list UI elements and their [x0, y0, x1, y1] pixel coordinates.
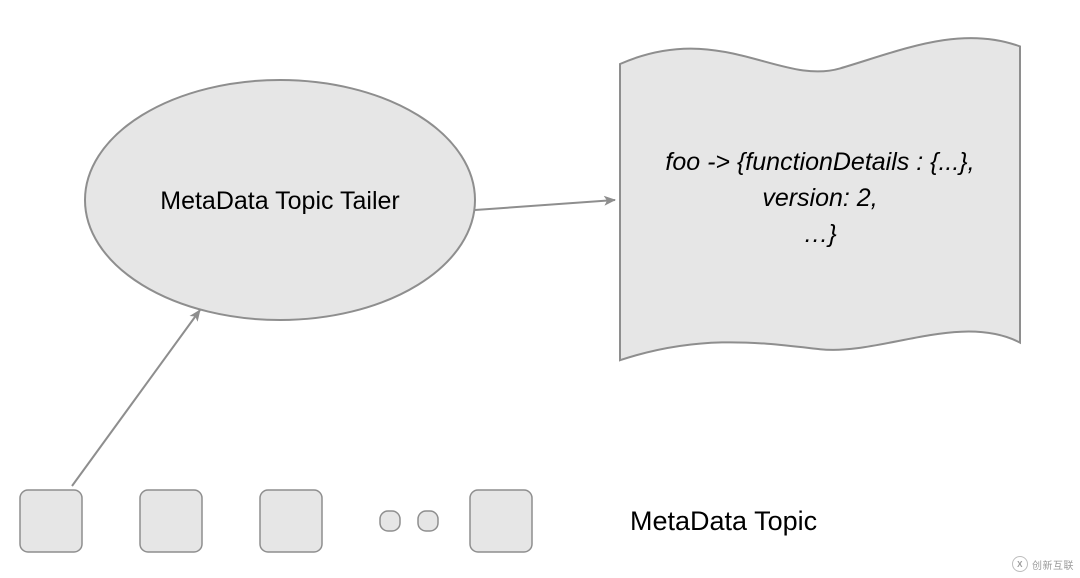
watermark-text: 创新互联: [1032, 557, 1074, 572]
function-details-line: foo -> {functionDetails : {...},: [665, 148, 974, 176]
function-details-line: version: 2,: [762, 184, 877, 212]
diagram-canvas: MetaData Topic Tailer foo -> {functionDet…: [0, 0, 1080, 578]
topic-message-box: [470, 490, 532, 552]
metadata-topic-tailer-label: MetaData Topic Tailer: [160, 187, 399, 215]
metadata-topic-label: MetaData Topic: [630, 506, 817, 536]
arrow-tailer-to-doc: [475, 200, 615, 210]
arrow-topic-to-tailer: [72, 310, 200, 486]
watermark: X 创新互联: [1012, 556, 1074, 572]
topic-message-box: [260, 490, 322, 552]
topic-message-box: [20, 490, 82, 552]
topic-ellipsis-box: [380, 511, 400, 531]
function-details-line: …}: [803, 220, 836, 248]
topic-ellipsis-box: [418, 511, 438, 531]
topic-message-box: [140, 490, 202, 552]
watermark-logo-icon: X: [1012, 556, 1028, 572]
